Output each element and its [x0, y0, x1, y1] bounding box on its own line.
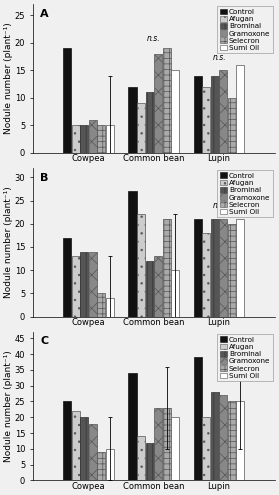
- Bar: [80, 125, 88, 152]
- Y-axis label: Nodule number (plant⁻¹): Nodule number (plant⁻¹): [4, 350, 13, 462]
- Bar: [106, 449, 114, 481]
- Legend: Control, Afugan, Brominal, Gramoxone, Selecron, Sumi Oil: Control, Afugan, Brominal, Gramoxone, Se…: [217, 334, 273, 381]
- Bar: [63, 401, 71, 481]
- Bar: [236, 65, 244, 152]
- Bar: [146, 443, 154, 481]
- Bar: [219, 395, 227, 481]
- Bar: [137, 103, 145, 152]
- Y-axis label: Nodule number (plant⁻¹): Nodule number (plant⁻¹): [4, 187, 13, 298]
- Bar: [228, 401, 236, 481]
- Bar: [211, 392, 219, 481]
- Bar: [171, 70, 179, 152]
- Text: C: C: [40, 337, 48, 346]
- Bar: [219, 70, 227, 152]
- Bar: [146, 261, 154, 317]
- Bar: [129, 87, 137, 152]
- Bar: [72, 411, 80, 481]
- Bar: [89, 120, 97, 152]
- Text: A: A: [40, 8, 49, 19]
- Bar: [194, 357, 202, 481]
- Bar: [129, 191, 137, 317]
- Bar: [97, 125, 105, 152]
- Bar: [236, 219, 244, 317]
- Bar: [146, 92, 154, 152]
- Bar: [202, 417, 210, 481]
- Bar: [236, 401, 244, 481]
- Bar: [163, 219, 171, 317]
- Bar: [97, 452, 105, 481]
- Text: n.s.: n.s.: [147, 34, 161, 43]
- Bar: [163, 408, 171, 481]
- Bar: [211, 219, 219, 317]
- Bar: [154, 256, 162, 317]
- Bar: [163, 48, 171, 152]
- Bar: [137, 436, 145, 481]
- Text: n.s.: n.s.: [212, 201, 226, 210]
- Bar: [63, 48, 71, 152]
- Bar: [194, 219, 202, 317]
- Bar: [80, 251, 88, 317]
- Bar: [80, 417, 88, 481]
- Bar: [129, 373, 137, 481]
- Bar: [63, 238, 71, 317]
- Bar: [72, 256, 80, 317]
- Bar: [106, 298, 114, 317]
- Bar: [89, 251, 97, 317]
- Bar: [202, 87, 210, 152]
- Bar: [219, 219, 227, 317]
- Bar: [89, 424, 97, 481]
- Bar: [228, 98, 236, 152]
- Bar: [202, 233, 210, 317]
- Bar: [97, 294, 105, 317]
- Y-axis label: Nodule number (plant⁻¹): Nodule number (plant⁻¹): [4, 23, 13, 134]
- Bar: [171, 270, 179, 317]
- Legend: Control, Afugan, Brominal, Gramoxone, Selecron, Sumi Oil: Control, Afugan, Brominal, Gramoxone, Se…: [217, 170, 273, 217]
- Bar: [194, 76, 202, 152]
- Bar: [72, 125, 80, 152]
- Bar: [154, 408, 162, 481]
- Bar: [137, 214, 145, 317]
- Bar: [171, 417, 179, 481]
- Text: B: B: [40, 173, 49, 183]
- Bar: [211, 76, 219, 152]
- Bar: [106, 125, 114, 152]
- Text: n.s.: n.s.: [212, 53, 226, 62]
- Bar: [154, 53, 162, 152]
- Legend: Control, Afugan, Brominal, Gramoxone, Selecron, Sumi Oil: Control, Afugan, Brominal, Gramoxone, Se…: [217, 6, 273, 53]
- Bar: [228, 224, 236, 317]
